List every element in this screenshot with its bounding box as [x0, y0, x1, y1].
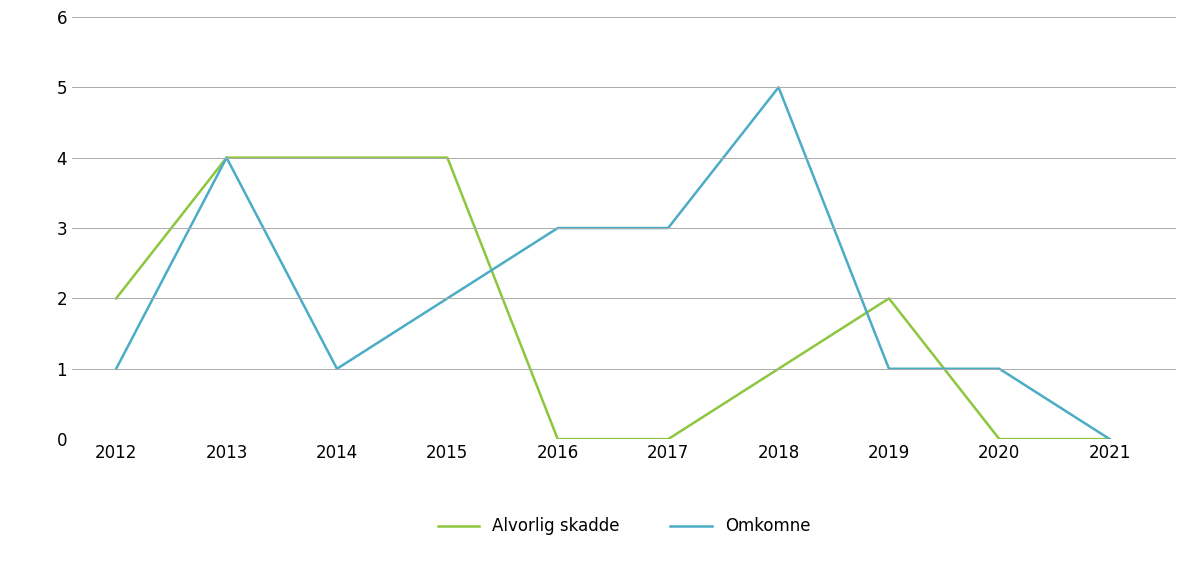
Alvorlig skadde — [440, 154, 455, 161]
Omkomne — [330, 365, 344, 372]
Omkomne — [882, 365, 896, 372]
Alvorlig skadde — [109, 295, 124, 302]
Omkomne — [1103, 436, 1117, 443]
Legend: Alvorlig skadde, Omkomne: Alvorlig skadde, Omkomne — [431, 511, 817, 542]
Line: Alvorlig skadde: Alvorlig skadde — [116, 158, 1110, 439]
Omkomne — [440, 295, 455, 302]
Alvorlig skadde — [1103, 436, 1117, 443]
Alvorlig skadde — [551, 436, 565, 443]
Omkomne — [992, 365, 1007, 372]
Alvorlig skadde — [992, 436, 1007, 443]
Omkomne — [220, 154, 234, 161]
Line: Omkomne: Omkomne — [116, 87, 1110, 439]
Omkomne — [661, 225, 676, 231]
Omkomne — [772, 84, 786, 91]
Omkomne — [109, 365, 124, 372]
Alvorlig skadde — [220, 154, 234, 161]
Alvorlig skadde — [772, 365, 786, 372]
Alvorlig skadde — [661, 436, 676, 443]
Alvorlig skadde — [882, 295, 896, 302]
Alvorlig skadde — [330, 154, 344, 161]
Omkomne — [551, 225, 565, 231]
